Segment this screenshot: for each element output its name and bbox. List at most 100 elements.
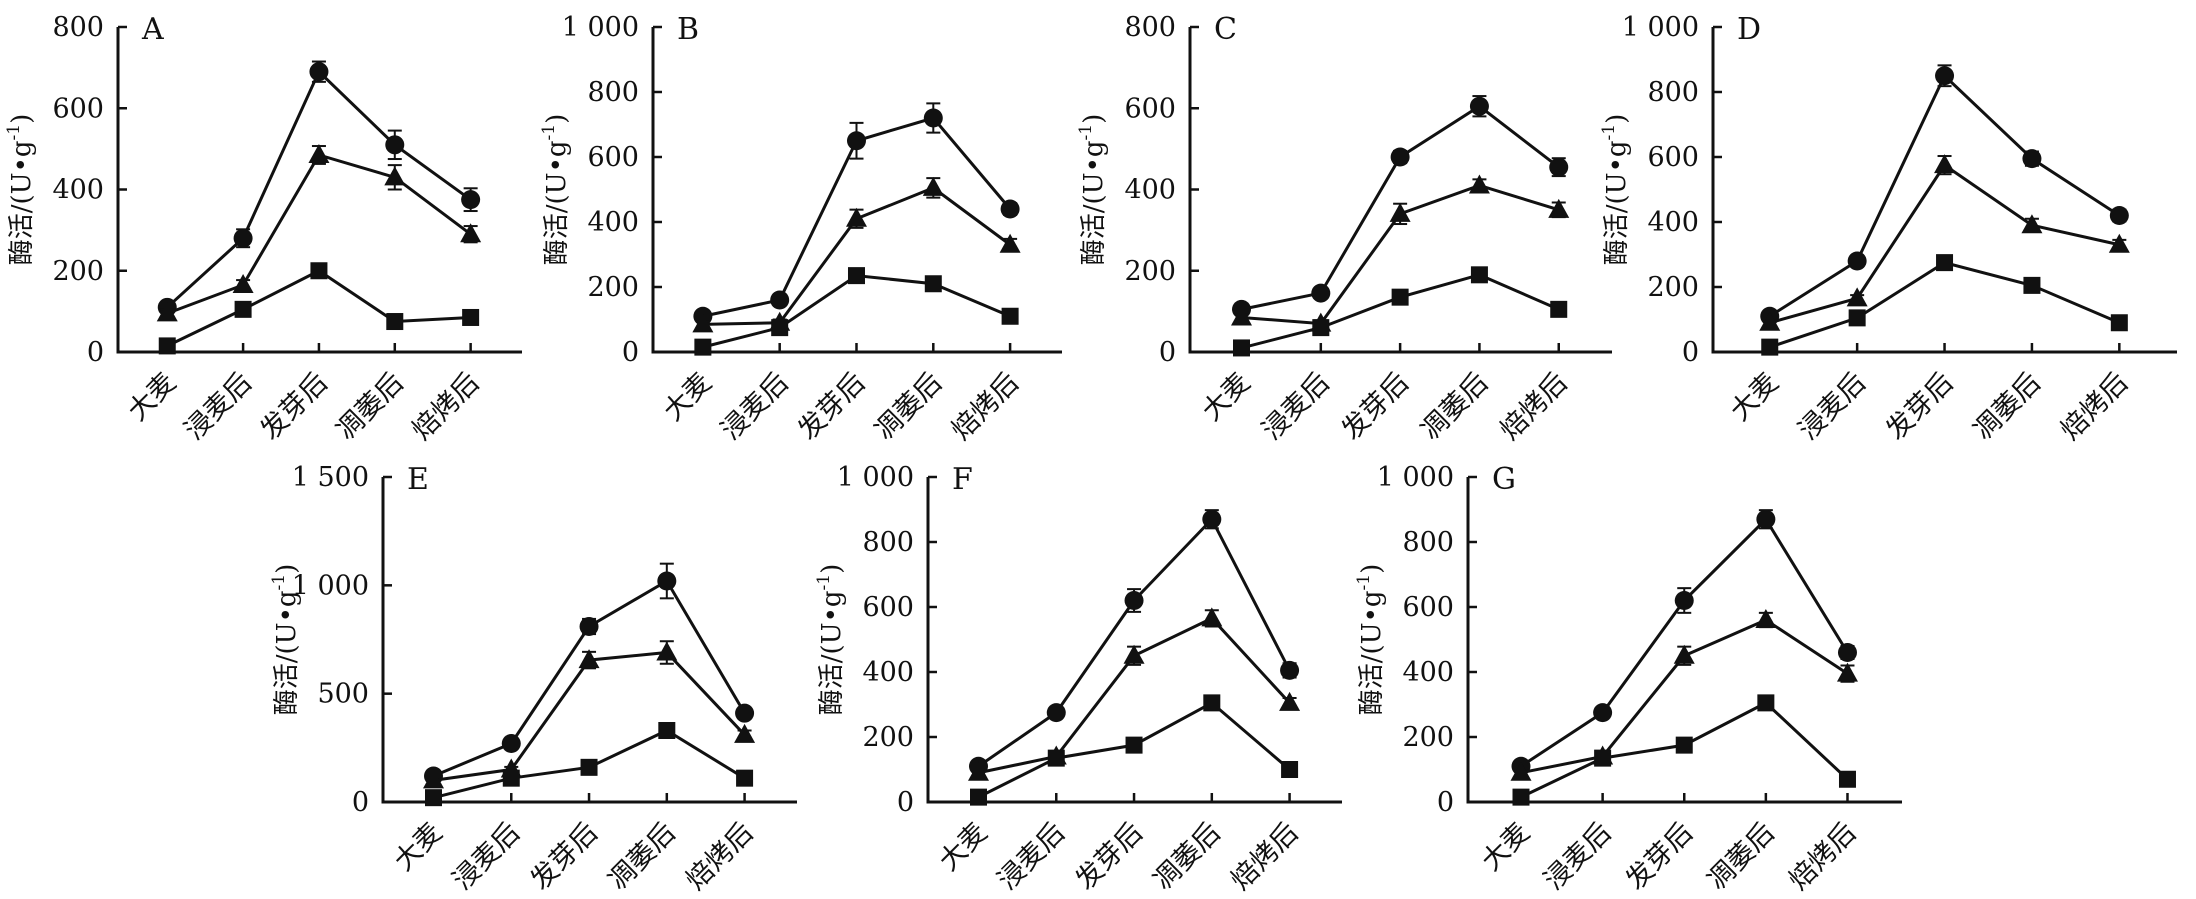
- triangle-marker: [656, 641, 678, 661]
- x-tick-label: 焙烤后: [1783, 817, 1862, 896]
- circle-marker: [309, 62, 329, 82]
- triangle-marker: [999, 233, 1021, 253]
- chart-panel-F: 0 200 400 600 800 1 000 大麦 浸麦后 发芽后 凋萎后 焙烤后 F 酶活/(U•g…: [810, 452, 1350, 899]
- triangle-series: [423, 640, 756, 789]
- y-tick-label: 1 000: [1622, 12, 1699, 43]
- x-tick-label: 浸麦后: [1793, 367, 1872, 446]
- y-tick-label: 600: [1124, 93, 1176, 124]
- y-axis-title: 酶活/(U•g-1): [1076, 114, 1109, 266]
- square-marker: [502, 769, 520, 787]
- square-marker: [736, 769, 754, 787]
- circle-marker: [846, 131, 866, 151]
- triangle-series: [1759, 154, 2130, 331]
- y-tick-label: 0: [1159, 337, 1176, 368]
- x-tick-label: 发芽后: [1620, 817, 1699, 896]
- x-tick-label: 发芽后: [792, 367, 871, 446]
- square-marker: [1125, 736, 1143, 754]
- circle-marker: [2109, 206, 2129, 225]
- x-tick-label: 发芽后: [1880, 367, 1959, 446]
- square-marker: [1281, 761, 1299, 778]
- y-tick-label: 1 000: [292, 570, 369, 601]
- x-tick-label: 大麦: [1476, 817, 1536, 877]
- x-tick-label: 大麦: [1725, 367, 1785, 427]
- square-marker: [2110, 314, 2128, 332]
- x-tick-label: 凋萎后: [1968, 367, 2047, 446]
- x-tick-label: 焙烤后: [680, 817, 759, 896]
- triangle-series: [1510, 609, 1858, 781]
- y-tick-label: 600: [587, 142, 639, 173]
- triangle-marker: [1548, 198, 1570, 218]
- y-tick-label: 800: [862, 527, 914, 558]
- square-series-line: [702, 274, 1011, 349]
- square-marker: [847, 267, 865, 285]
- x-tick-label: 焙烤后: [946, 367, 1025, 446]
- circle-marker: [579, 617, 599, 636]
- square-marker: [1757, 694, 1775, 712]
- x-tick-label: 焙烤后: [2055, 367, 2134, 446]
- triangle-marker: [460, 223, 482, 243]
- square-marker: [234, 300, 252, 318]
- square-marker: [1838, 770, 1856, 788]
- triangle-marker: [1389, 202, 1411, 222]
- triangle-marker: [1759, 311, 1781, 331]
- triangle-marker: [1673, 644, 1695, 664]
- y-tick-label: 1 000: [562, 12, 639, 43]
- square-marker: [1047, 749, 1065, 767]
- chart-panel-G: 0 200 400 600 800 1 000 大麦 浸麦后 发芽后 凋萎后 焙烤后 G 酶活/(U•g…: [1350, 452, 1910, 899]
- circle-marker: [1280, 660, 1300, 680]
- y-tick-label: 600: [1647, 142, 1699, 173]
- circle-series: [1760, 64, 2129, 326]
- square-marker: [1761, 338, 1779, 356]
- panel-letter: B: [677, 12, 699, 47]
- y-axis-title: 酶活/(U•g-1): [1354, 564, 1387, 716]
- y-tick-label: 200: [1124, 256, 1176, 287]
- square-marker: [970, 788, 987, 806]
- triangle-series: [1231, 174, 1570, 332]
- square-marker: [1233, 339, 1250, 357]
- circle-marker: [735, 703, 755, 723]
- square-marker: [1936, 254, 1954, 272]
- circle-marker: [385, 135, 405, 155]
- circle-marker: [1935, 66, 1955, 86]
- y-tick-label: 0: [1682, 337, 1699, 368]
- square-marker: [158, 337, 176, 355]
- triangle-marker: [2021, 214, 2043, 234]
- circle-marker: [233, 228, 253, 248]
- chart-panel-E: 0 500 1 000 1 500 大麦 浸麦后 发芽后 凋萎后 焙烤后 E 酶活/(U•g-1): [265, 452, 805, 899]
- square-marker: [1470, 266, 1488, 284]
- y-tick-label: 600: [862, 592, 914, 623]
- y-axis-title: 酶活/(U•g-1): [1599, 114, 1632, 266]
- triangle-marker: [384, 166, 406, 186]
- triangle-series-line: [166, 153, 472, 315]
- panel-letter: E: [407, 462, 429, 497]
- y-tick-label: 200: [1402, 722, 1454, 753]
- triangle-marker: [578, 649, 600, 669]
- chart-panel-A: 0 200 400 600 800 大麦 浸麦后 发芽后 凋萎后 焙烤后 A 酶活/(U•g-1): [0, 2, 530, 450]
- triangle-marker: [1231, 306, 1252, 326]
- triangle-marker: [2108, 233, 2130, 253]
- square-marker: [1848, 309, 1866, 327]
- circle-marker: [1593, 703, 1613, 723]
- triangle-marker: [1201, 607, 1223, 627]
- circle-marker: [1000, 199, 1020, 219]
- square-marker: [1675, 736, 1693, 754]
- square-series: [1761, 254, 2128, 356]
- triangle-marker: [1846, 287, 1868, 307]
- y-tick-label: 800: [1402, 527, 1454, 558]
- chart-panel-D: 0 200 400 600 800 1 000 大麦 浸麦后 发芽后 凋萎后 焙烤后 D 酶活/(U•g…: [1595, 2, 2185, 450]
- y-tick-label: 400: [587, 207, 639, 238]
- triangle-marker: [734, 723, 756, 743]
- y-axis-title: 酶活/(U•g-1): [539, 114, 572, 266]
- y-tick-label: 800: [1647, 77, 1699, 108]
- y-tick-label: 400: [1124, 175, 1176, 206]
- chart-panel-C: 0 200 400 600 800 大麦 浸麦后 发芽后 凋萎后 焙烤后 C 酶活/(U•g-1): [1072, 2, 1620, 450]
- chart-panel-B: 0 200 400 600 800 1 000 大麦 浸麦后 发芽后 凋萎后 焙烤后 B 酶活/(U•g…: [535, 2, 1070, 450]
- triangle-marker: [1468, 174, 1490, 194]
- y-tick-label: 1 000: [837, 462, 914, 493]
- x-tick-label: 大麦: [933, 817, 993, 877]
- chart-D-svg: 0 200 400 600 800 1 000 大麦 浸麦后 发芽后 凋萎后 焙烤后 D 酶活/(U•g…: [1599, 12, 2177, 446]
